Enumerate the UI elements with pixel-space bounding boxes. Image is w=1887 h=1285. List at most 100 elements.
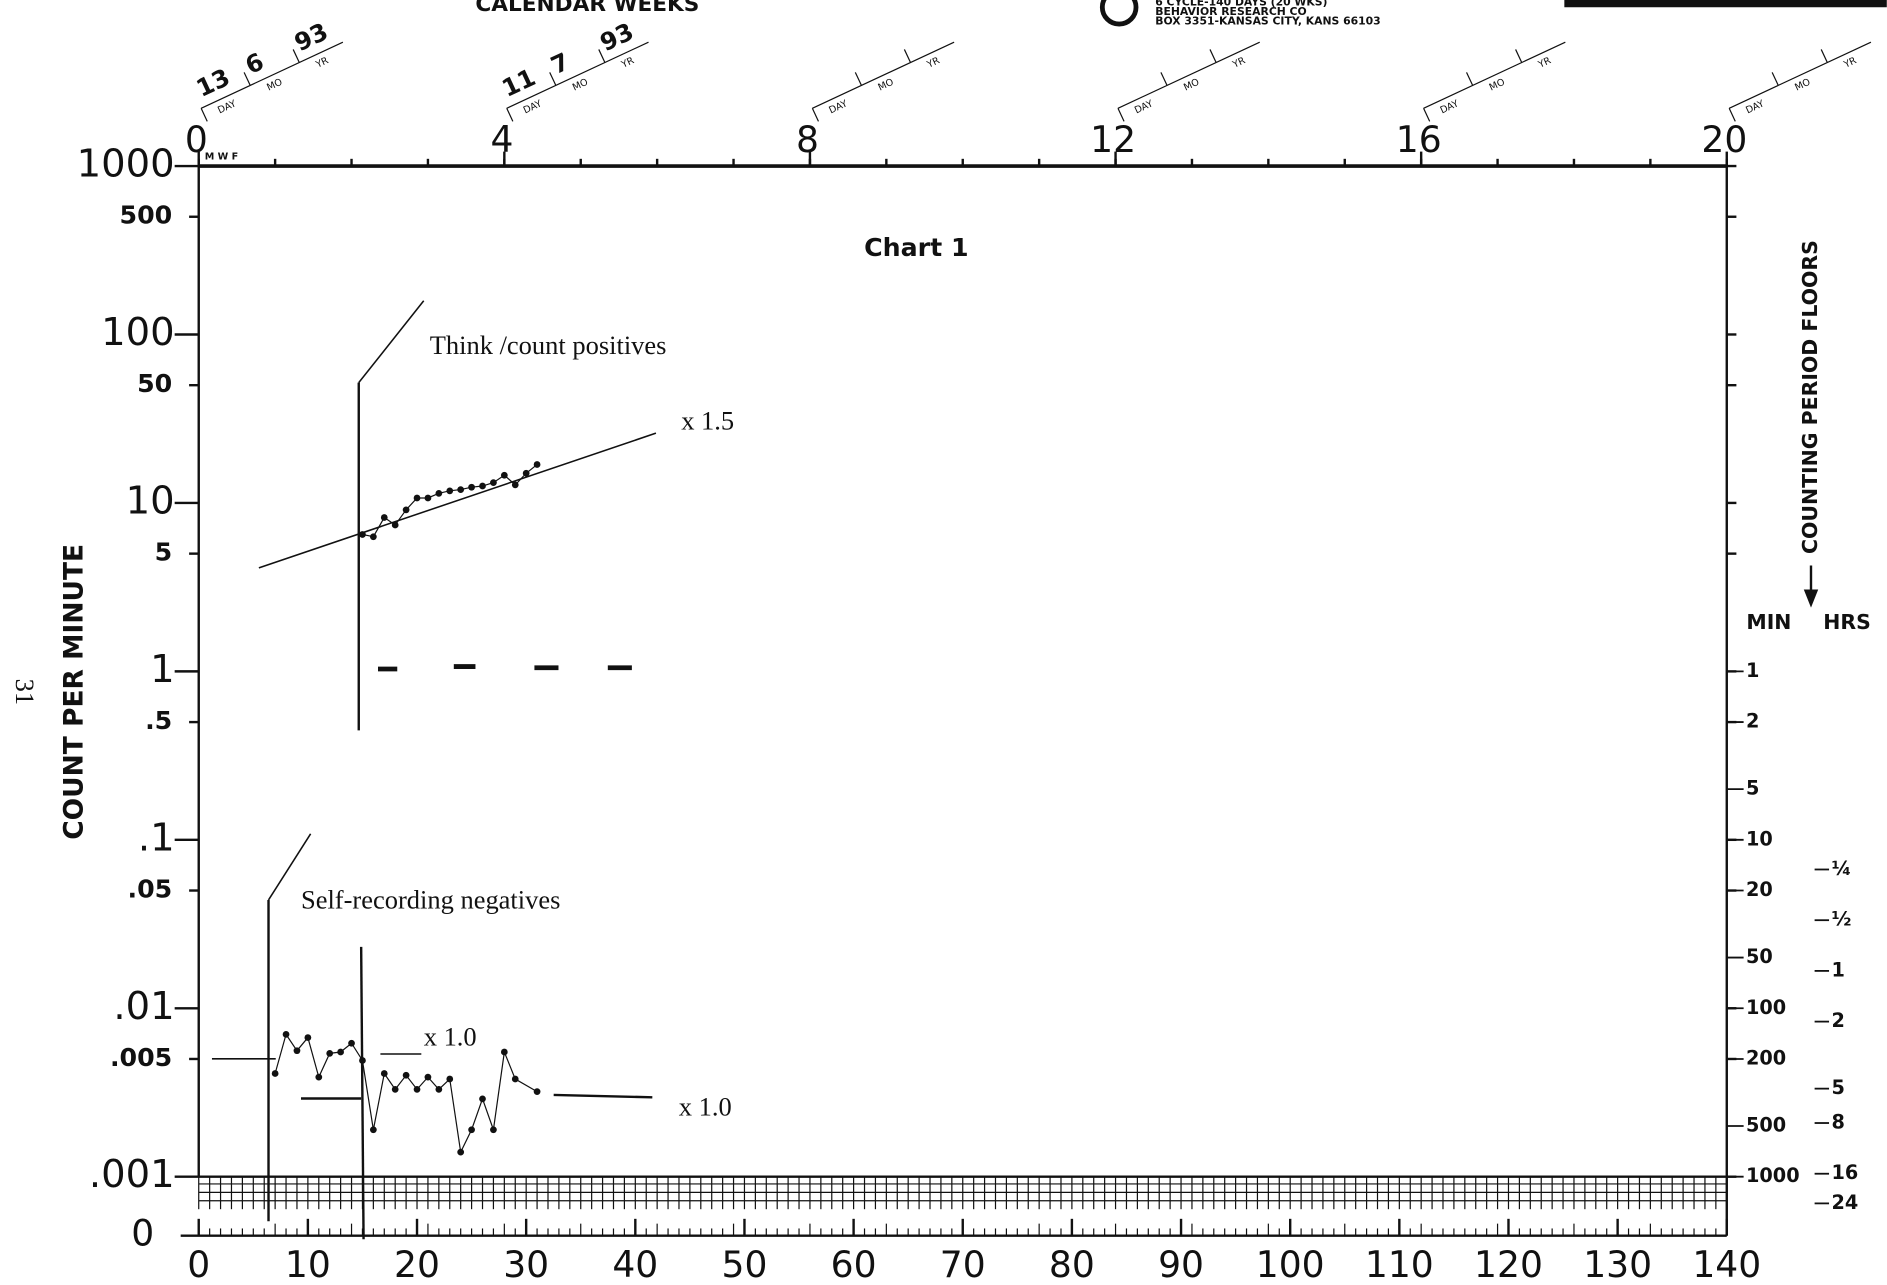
arrow — [1803, 589, 1819, 608]
date-line — [1423, 108, 1431, 122]
x-tick-label: 70 — [940, 1244, 986, 1285]
date-line — [1771, 72, 1779, 86]
x-tick-label: 30 — [503, 1244, 549, 1285]
min-floor-label: 50 — [1746, 945, 1773, 968]
date-line — [549, 72, 557, 86]
date-heading: DAY — [827, 98, 849, 116]
x2-tick-label: 20 — [1701, 119, 1747, 161]
min-floor-label: 1 — [1746, 659, 1759, 682]
min-floor-label: 5 — [1746, 777, 1759, 800]
data-point — [348, 1039, 355, 1047]
date-line — [1728, 108, 1736, 122]
hr-floor-label: 24 — [1831, 1191, 1858, 1214]
data-point — [380, 514, 388, 521]
data-point — [369, 1126, 377, 1134]
hrs-label: HRS — [1823, 610, 1871, 634]
min-floor-label: 2 — [1746, 710, 1759, 733]
y-tick-label: 1 — [150, 647, 175, 692]
date-line — [598, 49, 606, 63]
date-heading: YR — [1230, 55, 1247, 71]
min-floor-label: 1000 — [1746, 1164, 1800, 1187]
data-point — [468, 483, 475, 491]
data-point — [402, 1071, 410, 1079]
data-point — [402, 506, 410, 514]
logo — [1099, 0, 1139, 27]
date-line — [1160, 72, 1168, 86]
min-floor-label: 500 — [1746, 1114, 1786, 1137]
date-heading: YR — [1536, 55, 1553, 71]
x-tick-label: 100 — [1256, 1244, 1325, 1285]
date-heading: YR — [313, 55, 330, 71]
y-tick-label: 5 — [155, 538, 173, 567]
date-line — [506, 41, 649, 109]
min-floor-label: 20 — [1746, 878, 1773, 901]
date-heading: DAY — [1744, 98, 1766, 116]
publisher: 6 CYCLE-140 DAYS (20 WKS) — [1155, 0, 1327, 8]
min-floor-label: 10 — [1746, 827, 1773, 850]
x-tick-label: 140 — [1692, 1244, 1761, 1285]
date-line — [1117, 108, 1125, 122]
date-line — [1423, 41, 1566, 109]
date-line — [811, 108, 820, 122]
y-tick-label: .001 — [89, 1152, 175, 1197]
date-heading: MO — [1488, 77, 1507, 94]
date-value: 93 — [596, 17, 638, 57]
annotation: x 1.0 — [424, 1022, 477, 1052]
data-point — [413, 1086, 421, 1093]
x-tick-label: 50 — [721, 1244, 767, 1285]
annotation: x 1.0 — [679, 1091, 732, 1121]
date-box: DAY MO YR — [1728, 41, 1872, 122]
data-point — [479, 482, 486, 490]
date-value: 13 — [192, 63, 234, 103]
data-point — [435, 1086, 443, 1093]
date-heading: MO — [571, 77, 590, 94]
date-line — [1728, 41, 1872, 109]
date-line — [854, 72, 862, 86]
data-point — [326, 1049, 334, 1057]
data-point — [457, 1148, 465, 1156]
data-point — [533, 461, 541, 468]
pointer — [267, 833, 312, 901]
date-box: DAY MO YR — [1117, 41, 1260, 122]
date-line — [200, 41, 344, 109]
hr-floor-label: 8 — [1831, 1111, 1844, 1134]
y-tick-label: 50 — [137, 369, 172, 398]
data-point — [435, 489, 443, 497]
data-point — [424, 1073, 432, 1081]
y-tick-label: 1000 — [77, 142, 175, 187]
x2-tick-label: 4 — [490, 119, 513, 161]
x-tick-label: 0 — [187, 1244, 210, 1285]
y-tick-label: 500 — [120, 201, 173, 230]
x-tick-label: 40 — [612, 1244, 658, 1285]
x-tick-label: 80 — [1049, 1244, 1095, 1285]
annotation: x 1.5 — [681, 406, 734, 436]
date-heading: MO — [1793, 77, 1812, 94]
data-point — [304, 1034, 312, 1041]
x-tick-label: 90 — [1158, 1244, 1204, 1285]
data-point — [511, 481, 519, 489]
date-line — [292, 49, 300, 63]
hr-floor-label: 2 — [1831, 1009, 1844, 1032]
date-line — [903, 49, 912, 63]
series-line — [362, 464, 538, 538]
date-heading: DAY — [522, 98, 544, 116]
date-heading: YR — [925, 55, 942, 71]
y-tick-label: .1 — [138, 815, 175, 860]
x-tick-label: 120 — [1474, 1244, 1543, 1285]
top-label: CALENDAR WEEKS — [475, 0, 699, 17]
data-point — [490, 1126, 497, 1134]
data-point — [511, 1075, 519, 1083]
x-tick-label: 60 — [831, 1244, 877, 1285]
series-line — [274, 1032, 538, 1155]
date-heading: YR — [1841, 55, 1858, 71]
x2-tick-label: 8 — [796, 119, 819, 161]
date-value: 11 — [498, 63, 540, 103]
date-box: DAY MO YR — [1423, 41, 1566, 122]
record-floors — [378, 664, 632, 672]
date-line — [1117, 41, 1260, 109]
date-box: DAY MO YR — [506, 41, 649, 122]
min-floor-label: 100 — [1746, 996, 1786, 1019]
date-heading: MO — [265, 77, 284, 94]
data-point — [479, 1095, 486, 1103]
chart-title: Chart 1 — [864, 233, 968, 262]
